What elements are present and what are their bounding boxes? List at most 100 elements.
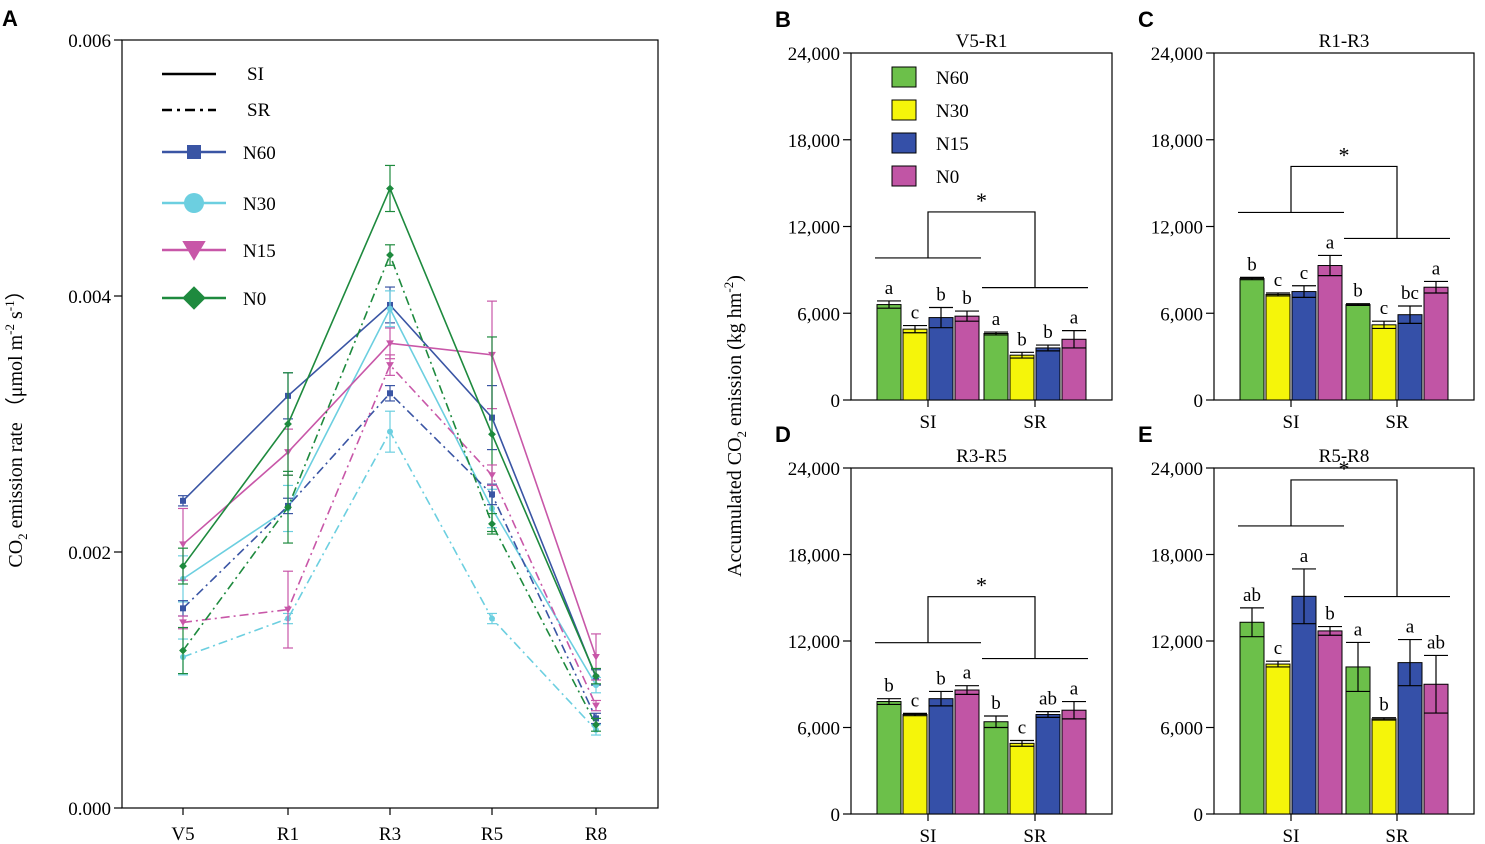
significance-letter: b xyxy=(1247,254,1257,275)
bar-SI-N60 xyxy=(876,304,902,401)
significance-letter: b xyxy=(884,676,894,697)
y-tick-label: 6,000 xyxy=(797,719,840,740)
legend-marker xyxy=(184,193,204,213)
series-N0-SR xyxy=(178,244,601,732)
y-tick-label: 0 xyxy=(1194,805,1204,826)
significance-letter: b xyxy=(1043,322,1053,343)
bar-SI-N30 xyxy=(1265,663,1291,815)
bar-SI-N0 xyxy=(1317,630,1343,815)
data-point xyxy=(284,420,292,428)
significance-letter: a xyxy=(1070,308,1079,329)
x-tick-label: SI xyxy=(920,412,937,433)
legend-label: N30 xyxy=(936,101,969,122)
bar-SR-N30 xyxy=(1009,354,1035,401)
legend-label: N0 xyxy=(243,289,266,310)
significance-star: * xyxy=(976,188,987,213)
data-point xyxy=(488,430,496,439)
x-tick-label: SR xyxy=(1023,826,1047,844)
legend-item-SR: SR xyxy=(162,100,271,121)
y-tick-label: 12,000 xyxy=(1151,218,1203,239)
significance-letter: c xyxy=(911,690,919,711)
x-tick-label: V5 xyxy=(171,824,194,844)
bar-SR-N0 xyxy=(1061,709,1087,815)
legend-label: N60 xyxy=(243,143,276,164)
data-point xyxy=(592,672,600,681)
chart-title: R3-R5 xyxy=(956,446,1007,467)
panel-letter-c: C xyxy=(1138,7,1154,32)
y-tick-label: 6,000 xyxy=(1160,304,1203,325)
y-tick-label: 18,000 xyxy=(1151,546,1203,567)
y-tick-label: 24,000 xyxy=(1151,459,1203,480)
data-point xyxy=(179,646,187,655)
x-tick-label: SI xyxy=(1283,826,1300,844)
significance-letter: a xyxy=(1406,617,1415,638)
bracket-line xyxy=(927,211,1036,288)
legend-item-N15: N15 xyxy=(162,241,276,262)
bar-SR-N15 xyxy=(1397,314,1423,401)
series-line xyxy=(182,252,597,726)
bracket-line xyxy=(1290,479,1398,597)
data-point xyxy=(387,390,393,397)
significance-letter: bc xyxy=(1401,283,1419,304)
panel-letter-a: A xyxy=(2,6,18,31)
significance-letter: ab xyxy=(1427,632,1445,653)
significance-letter: c xyxy=(911,303,919,324)
data-point xyxy=(489,491,495,498)
chart-title: R5-R8 xyxy=(1319,446,1370,467)
data-point xyxy=(386,340,394,347)
data-point xyxy=(488,472,496,479)
bar-SR-N15 xyxy=(1397,662,1423,815)
significance-bracket: * xyxy=(875,188,1088,289)
data-point xyxy=(180,605,186,612)
significance-star: * xyxy=(976,573,987,598)
data-point xyxy=(179,619,187,626)
bar-SI-N0 xyxy=(954,689,980,815)
legend: SI SR N60 N30 N15 N0 xyxy=(162,64,276,310)
legend-label: N60 xyxy=(936,68,969,89)
bar-SI-N15 xyxy=(1291,291,1317,401)
x-tick-label: R5 xyxy=(481,824,503,844)
significance-letter: b xyxy=(991,693,1001,714)
legend-label: SR xyxy=(247,100,271,121)
data-point xyxy=(180,497,186,504)
data-point xyxy=(179,541,187,548)
y-tick-label: 0 xyxy=(1194,391,1204,412)
bar-SR-N30 xyxy=(1371,718,1397,815)
data-point xyxy=(488,519,496,528)
data-point xyxy=(284,606,292,614)
data-point xyxy=(592,702,600,710)
chart-title: R1-R3 xyxy=(1319,31,1370,52)
significance-letter: a xyxy=(992,309,1001,330)
bar-SI-N15 xyxy=(928,317,954,401)
bar-SI-N0 xyxy=(1317,265,1343,401)
data-point xyxy=(386,251,394,259)
data-point xyxy=(386,184,394,193)
panel-letter-e: E xyxy=(1138,422,1153,447)
y-tick-label: 0 xyxy=(831,391,841,412)
legend-marker xyxy=(182,241,206,261)
data-point xyxy=(489,615,495,622)
y-tick-label: 18,000 xyxy=(1151,131,1203,152)
x-tick-label: R1 xyxy=(277,824,299,844)
bar-SR-N15 xyxy=(1035,347,1061,401)
x-tick-label: SR xyxy=(1385,412,1409,433)
significance-letter: b xyxy=(1017,329,1027,350)
significance-letter: c xyxy=(1274,270,1282,291)
y-tick-label: 24,000 xyxy=(1151,44,1203,65)
data-point xyxy=(386,362,394,369)
significance-letter: b xyxy=(936,284,946,305)
bar-SI-N15 xyxy=(1291,595,1317,815)
legend-label: N15 xyxy=(243,241,276,262)
significance-letter: a xyxy=(1326,232,1335,253)
significance-letter: c xyxy=(1380,298,1388,319)
significance-star: * xyxy=(1339,456,1350,481)
y-tick-label: 0.004 xyxy=(68,287,111,308)
legend-label: N30 xyxy=(243,194,276,215)
chart-title: V5-R1 xyxy=(956,31,1008,52)
data-point xyxy=(592,720,600,729)
legend-swatch-N60 xyxy=(891,66,917,88)
legend-label: SI xyxy=(247,64,264,85)
